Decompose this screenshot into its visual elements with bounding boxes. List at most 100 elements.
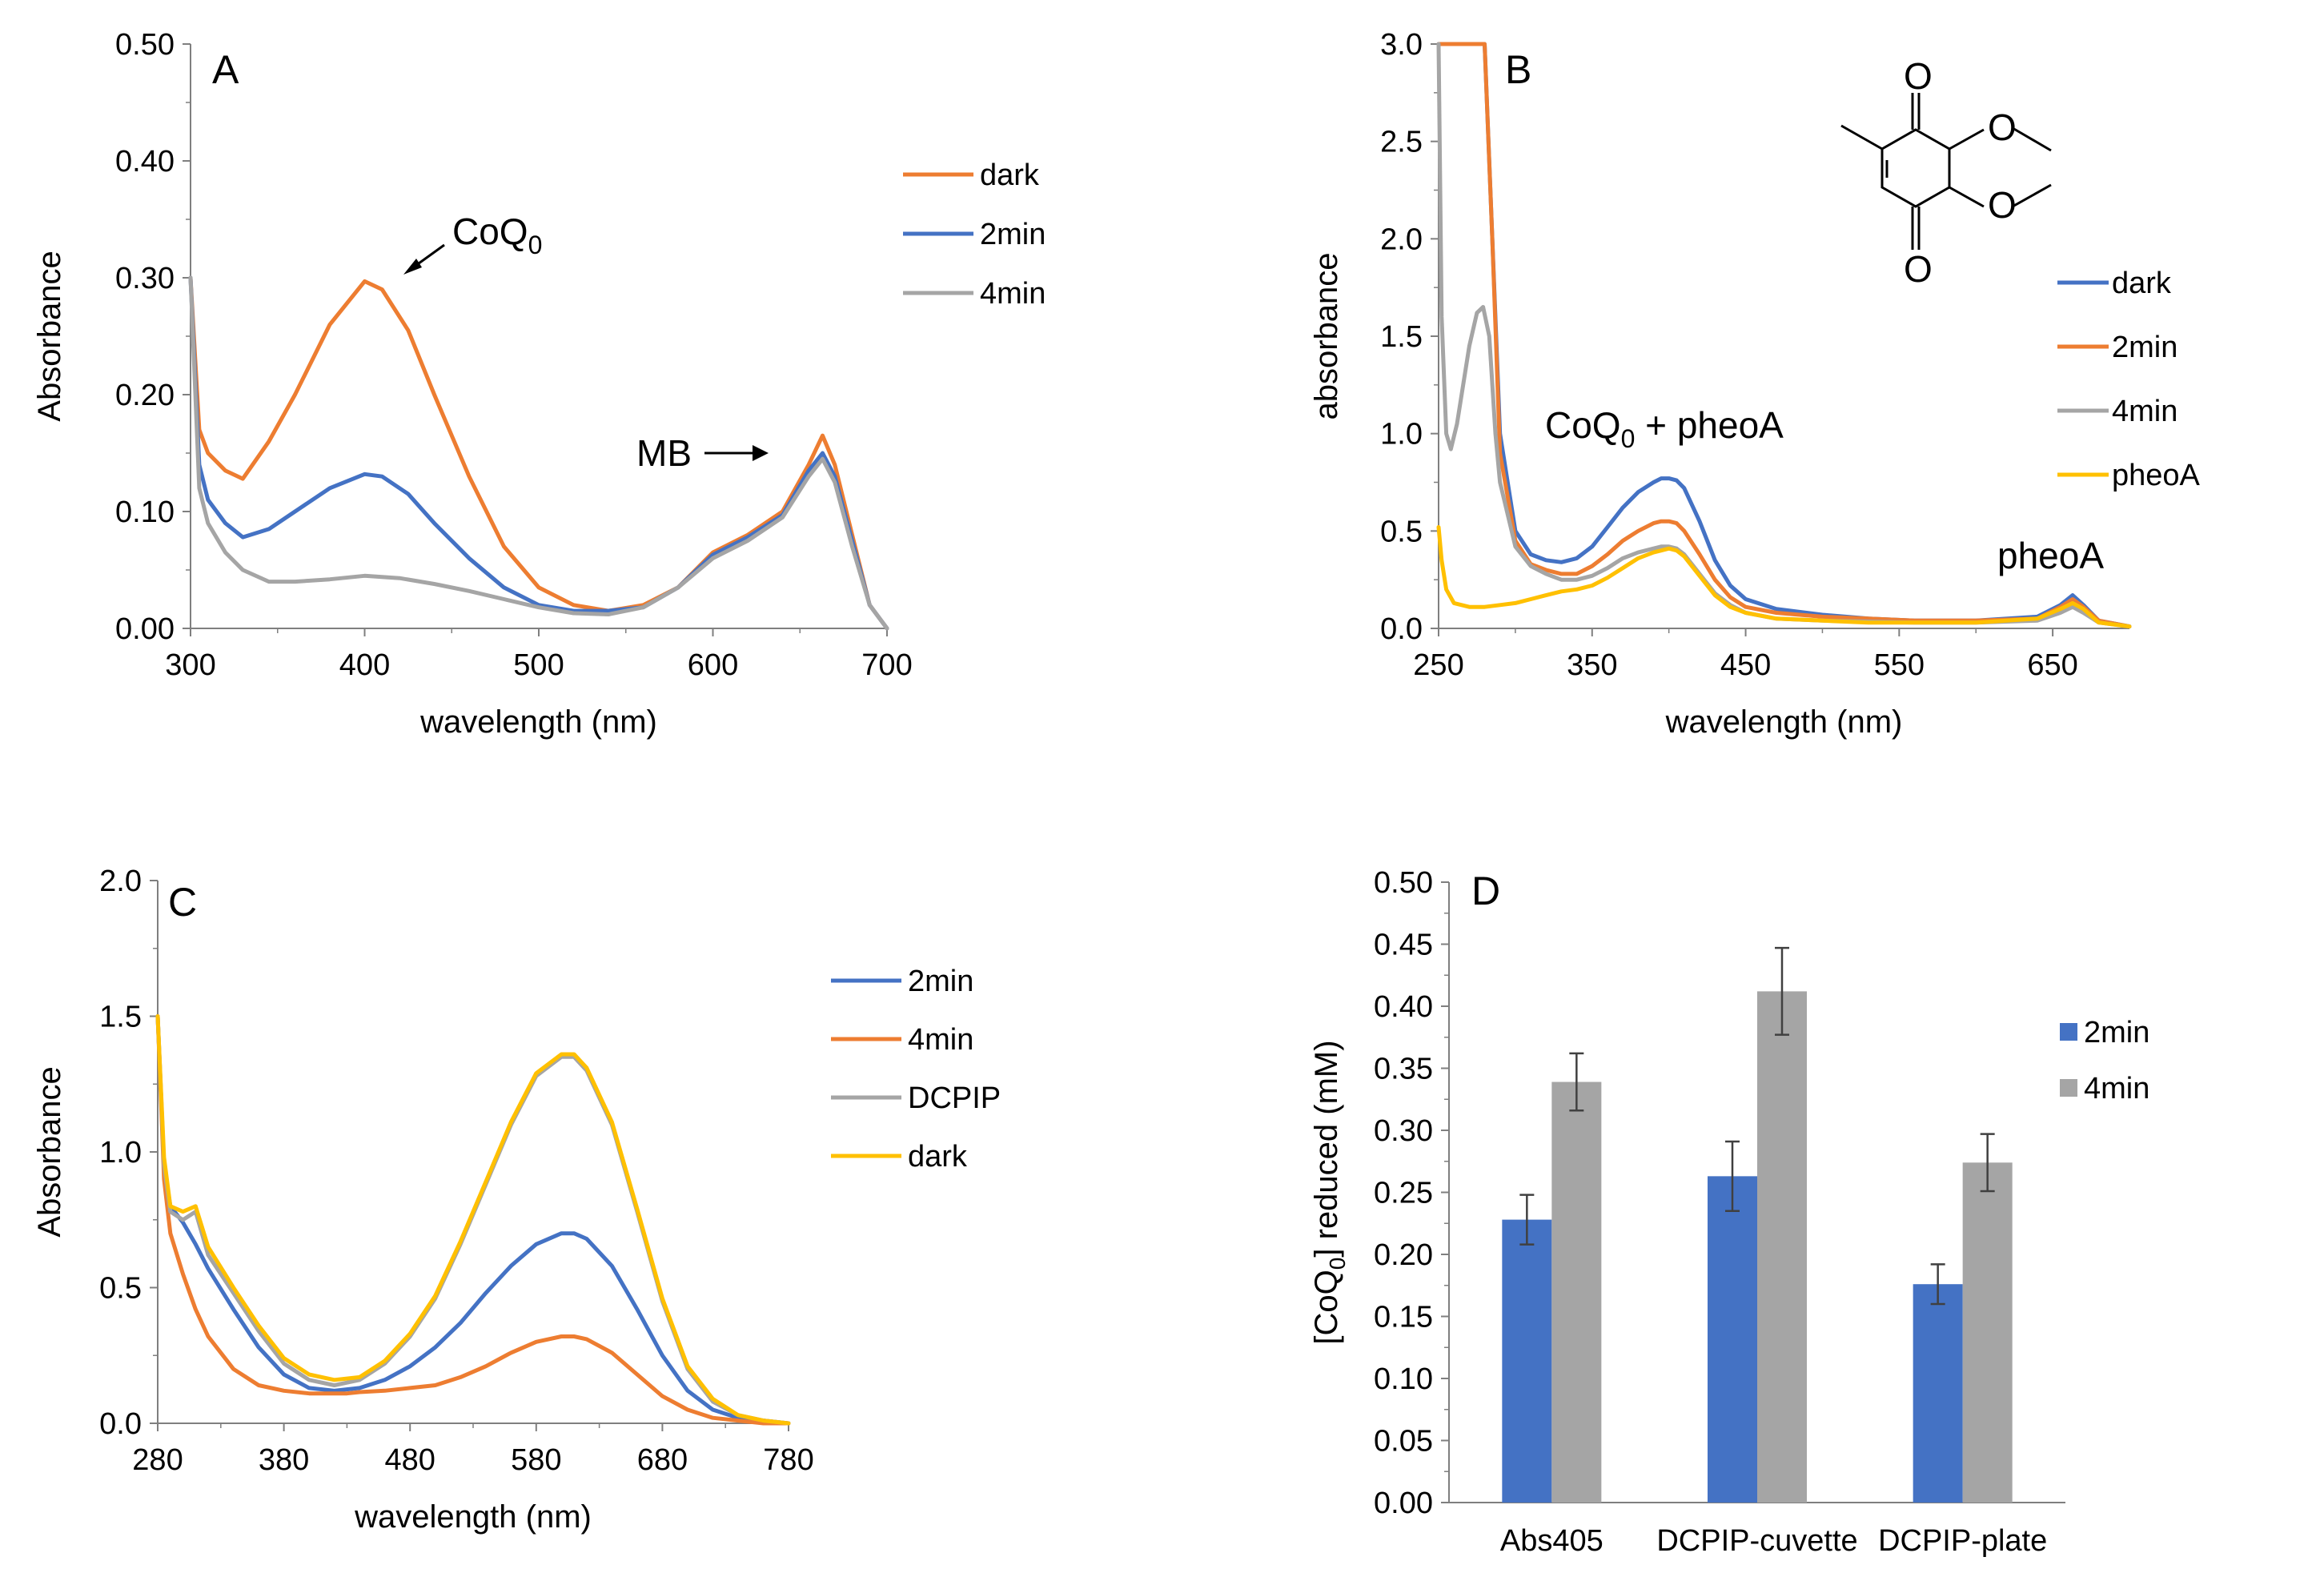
coq0-structure (1840, 93, 2052, 250)
panel-a: 0.00 0.10 0.20 0.30 0.40 0.50 300 400 500 600 700 w… (32, 28, 1046, 740)
panel-a-y-tick-label: 0.00 (115, 612, 175, 646)
panel-d-legend-label-4min: 4min (2084, 1072, 2149, 1105)
panel-d-y-tick-label: 0.40 (1374, 990, 1433, 1024)
panel-c-x-tick-label: 780 (763, 1443, 813, 1477)
panel-a-x-tick-label: 400 (339, 648, 390, 682)
panel-c-legend-label-4min: 4min (908, 1023, 973, 1057)
panel-d-category-label-dcpip-plate: DCPIP-plate (1878, 1524, 2047, 1558)
panel-c: 0.0 0.5 1.0 1.5 2.0 280 380 480 580 680 780 wavelen… (32, 865, 1001, 1535)
panel-d-y-axis-label: [CoQ0] reduced (mM) (1309, 1040, 1350, 1344)
panel-c-letter: C (168, 880, 197, 925)
panel-b-series-pheoa-line (1436, 525, 2132, 629)
annotation-coq0-a-arrowhead (403, 259, 422, 275)
panel-c-x-tick-label: 380 (259, 1443, 309, 1477)
panel-a-x-tick-label: 700 (861, 648, 912, 682)
panel-a-series-4min-line (188, 275, 889, 631)
panel-b-y-tick-label: 3.0 (1380, 28, 1423, 62)
panel-c-y-tick-label: 0.0 (99, 1407, 142, 1441)
annotation-coq0-a: CoQ0 (403, 211, 542, 275)
panel-a-legend-label-2min: 2min (980, 218, 1046, 251)
panel-d-y-tick-label: 0.50 (1374, 866, 1433, 900)
panel-b-x-axis-label: wavelength (nm) (1665, 704, 1903, 740)
panel-a-y-tick-label: 0.20 (115, 379, 175, 412)
panel-a-x-tick-label: 600 (688, 648, 738, 682)
panel-d-y-axis-label-sub: 0 (1325, 1258, 1350, 1270)
panel-a-series-2min-line (188, 275, 889, 631)
panel-a-legend-label-dark: dark (980, 158, 1040, 192)
panel-a-series-dark-line (188, 275, 889, 631)
panel-a-y-tick-label: 0.50 (115, 28, 175, 62)
panel-d-y-tick-label: 0.30 (1374, 1114, 1433, 1148)
panel-b-x-tick-label: 550 (1874, 648, 1925, 682)
panel-a-x-tick-label: 500 (513, 648, 564, 682)
panel-d-bar-2min-dcpip-cuvette (1708, 1176, 1757, 1503)
panel-c-legend-label-dcpip: DCPIP (908, 1081, 1001, 1115)
panel-c-y-axis-label: Absorbance (32, 1066, 67, 1237)
panel-d-y-tick-label: 0.25 (1374, 1177, 1433, 1210)
panel-a-y-tick-label: 0.40 (115, 145, 175, 179)
panel-a-y-tick-label: 0.30 (115, 262, 175, 295)
structure-ome-bottom-bond (1949, 186, 1985, 208)
structure-ome-top-bond (1949, 128, 1985, 150)
panel-d-y-tick-label: 0.05 (1374, 1425, 1433, 1459)
panel-d-legend-swatch-2min (2060, 1023, 2077, 1041)
panel-c-x-tick-label: 580 (511, 1443, 561, 1477)
panel-b-letter: B (1505, 47, 1531, 92)
panel-b-y-tick-label: 1.5 (1380, 320, 1423, 354)
annotation-coq0-pheoa: CoQ0 + pheoA (1545, 404, 1784, 453)
panel-d-bar-2min-abs405 (1502, 1219, 1552, 1503)
structure-atom-o-top: O (1904, 55, 1933, 97)
panel-d-y-tick-label: 0.10 (1374, 1362, 1433, 1396)
panel-d-letter: D (1471, 869, 1500, 913)
panel-a-letter: A (212, 47, 239, 92)
panel-d-bar-4min-dcpip-plate (1962, 1162, 2013, 1503)
structure-atom-o-ome-top: O (1988, 106, 2017, 148)
panel-d-bar-4min-dcpip-cuvette (1757, 991, 1807, 1503)
coq0-structure-atoms: O O O O (1904, 55, 2017, 290)
panel-b-y-tick-label: 2.5 (1380, 126, 1423, 159)
panel-b-y-axis-label: absorbance (1309, 252, 1344, 419)
annotation-mb-text: MB (636, 432, 692, 474)
structure-atom-o-ome-bottom: O (1988, 184, 2017, 226)
annotation-coq0-pheoa-suffix: + pheoA (1635, 404, 1784, 446)
panel-c-series-dark-line (155, 1014, 791, 1426)
panel-b-x-tick-label: 650 (2027, 648, 2077, 682)
panel-d-y-tick-label: 0.20 (1374, 1238, 1433, 1272)
annotation-coq0-a-main: CoQ (452, 211, 528, 252)
annotation-mb: MB (636, 432, 769, 474)
panel-c-series-dcpip-line (155, 1014, 791, 1426)
structure-atom-o-bottom: O (1904, 248, 1933, 290)
panel-b-y-tick-label: 2.0 (1380, 223, 1423, 256)
panel-a-x-tick-label: 300 (165, 648, 215, 682)
panel-d-y-axis-label-suffix: ] reduced (mM) (1309, 1040, 1344, 1257)
annotation-coq0-a-text: CoQ0 (452, 211, 542, 259)
panel-b-y-tick-label: 0.0 (1380, 612, 1423, 646)
panel-d-category-label-abs405: Abs405 (1500, 1524, 1604, 1558)
panel-c-x-tick-label: 480 (384, 1443, 435, 1477)
panel-c-legend-label-2min: 2min (908, 965, 973, 998)
panel-b-x-tick-label: 250 (1413, 648, 1463, 682)
panel-a-legend-label-4min: 4min (980, 277, 1046, 311)
annotation-mb-arrowhead (753, 445, 769, 461)
panel-d-bar-2min-dcpip-plate (1913, 1284, 1963, 1503)
panel-c-y-tick-label: 1.5 (99, 1001, 142, 1034)
panel-b-legend-label-2min: 2min (2112, 331, 2177, 364)
annotation-coq0-pheoa-sub: 0 (1621, 424, 1636, 453)
structure-ome-bottom-methyl (2012, 183, 2052, 208)
structure-ring (1880, 128, 1951, 208)
panel-c-legend-label-dark: dark (908, 1140, 968, 1174)
panel-b-y-tick-label: 0.5 (1380, 515, 1423, 548)
panel-c-y-tick-label: 0.5 (99, 1272, 142, 1306)
panel-b-legend-label-4min: 4min (2112, 395, 2177, 428)
annotation-coq0-pheoa-main: CoQ (1545, 404, 1621, 446)
panel-d-y-tick-label: 0.45 (1374, 929, 1433, 962)
panel-d-legend-swatch-4min (2060, 1079, 2077, 1097)
panel-a-y-axis-label: Absorbance (32, 251, 67, 421)
panel-b-x-tick-label: 450 (1720, 648, 1771, 682)
panel-d-y-tick-label: 0.00 (1374, 1487, 1433, 1520)
panel-b-x-tick-label: 350 (1567, 648, 1617, 682)
annotation-coq0-a-sub: 0 (528, 231, 543, 259)
panel-b-y-tick-label: 1.0 (1380, 418, 1423, 451)
panel-b: 0.0 0.5 1.0 1.5 2.0 2.5 3.0 250 350 450 550 650 wave… (1309, 28, 2201, 740)
